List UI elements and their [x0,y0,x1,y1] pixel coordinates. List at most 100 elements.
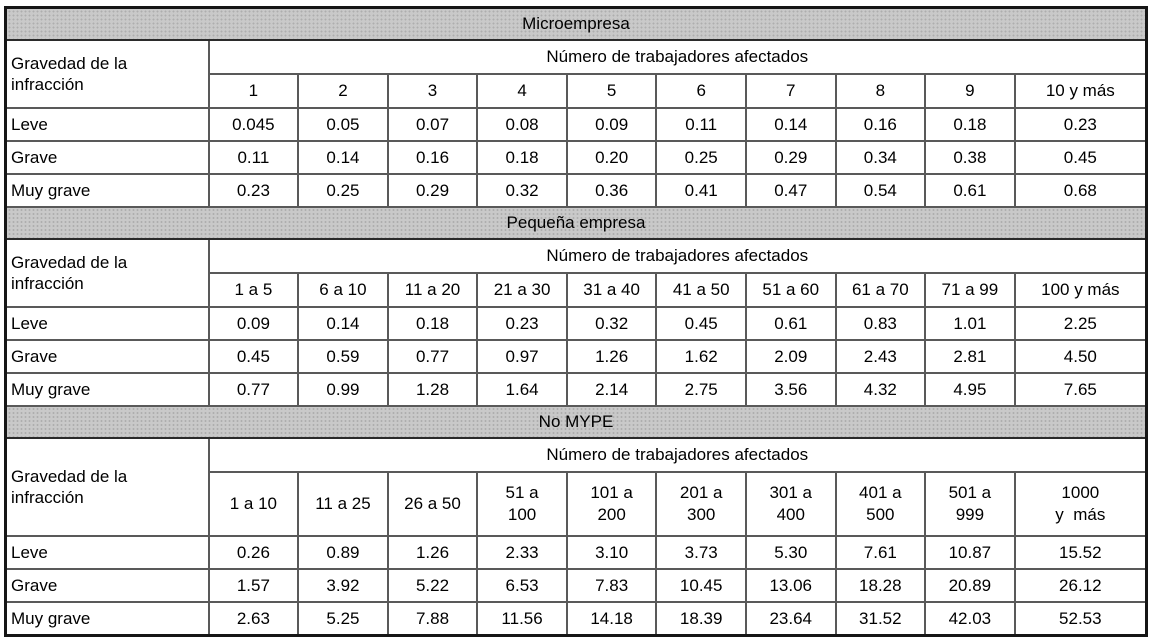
value-cell: 0.32 [476,173,568,208]
value-cell: 0.68 [1013,173,1148,208]
col-header: 2 [297,73,389,109]
value-cell: 1.28 [386,372,479,407]
section-title-row: Pequeña empresa [4,206,1148,240]
value-cell: 14.18 [565,601,658,637]
col-header: 51 a 60 [744,272,837,308]
value-cell: 0.34 [834,140,927,175]
group-header-row: Gravedad de la infracción Número de traba… [4,39,1148,109]
value-cell: 3.10 [565,535,658,570]
value-cell: 2.09 [744,339,837,374]
section-1: Pequeña empresa Gravedad de la infracción… [4,206,1148,407]
row-label: Muy grave [4,372,210,407]
document-page: Microempresa Gravedad de la infracción Núm… [4,6,1148,637]
value-cell: 2.63 [207,601,300,637]
value-cell: 2.14 [565,372,658,407]
value-cell: 26.12 [1013,568,1148,603]
value-cell: 2.75 [655,372,747,407]
col-header-row: 1 a 10 11 a 25 26 a 50 51 a 100 101 a 200 201… [6,471,1148,537]
value-cell: 4.95 [924,372,1016,407]
row-label: Muy grave [4,601,210,637]
value-cell: 0.14 [297,306,389,341]
value-cell: 0.61 [744,306,837,341]
row-label: Leve [4,306,210,341]
row-label: Grave [4,568,210,603]
data-row: Muy grave 0.77 0.99 1.28 1.64 2.14 2.75 3.56 4.3… [4,372,1148,407]
section-title-row: Microempresa [4,6,1148,41]
col-header: 5 [565,73,658,109]
value-cell: 0.45 [655,306,747,341]
value-cell: 0.61 [924,173,1016,208]
section-2: No MYPE Gravedad de la infracción Número d… [4,405,1148,637]
section-title: No MYPE [4,405,1148,439]
row-label-header: Gravedad de la infracción [4,437,210,537]
value-cell: 42.03 [924,601,1016,637]
col-header: 51 a 100 [476,471,568,537]
col-header: 21 a 30 [476,272,568,308]
value-cell: 0.54 [834,173,927,208]
value-cell: 0.45 [207,339,300,374]
value-cell: 7.88 [386,601,479,637]
col-header: 1 [207,73,300,109]
value-cell: 0.18 [386,306,479,341]
value-cell: 20.89 [924,568,1016,603]
value-cell: 0.59 [297,339,389,374]
value-cell: 2.25 [1013,306,1148,341]
col-header: 26 a 50 [386,471,479,537]
value-cell: 52.53 [1013,601,1148,637]
data-row: Grave 0.45 0.59 0.77 0.97 1.26 1.62 2.09 2.43 2.8… [4,339,1148,374]
value-cell: 3.56 [744,372,837,407]
value-cell: 3.92 [297,568,389,603]
col-header: 1 a 10 [207,471,300,537]
col-header: 10 y más [1013,73,1148,109]
col-group-header: Número de trabajadores afectados [207,437,1148,473]
value-cell: 1.26 [386,535,479,570]
value-cell: 0.89 [297,535,389,570]
data-row: Muy grave 0.23 0.25 0.29 0.32 0.36 0.41 0.47 0.5… [4,173,1148,208]
col-header: 301 a 400 [744,471,837,537]
value-cell: 7.65 [1013,372,1148,407]
col-header-row: 1 2 3 4 5 6 7 8 9 10 y más [6,73,1148,109]
value-cell: 0.41 [655,173,747,208]
row-label: Grave [4,339,210,374]
section-title: Microempresa [4,6,1148,41]
value-cell: 0.83 [834,306,927,341]
value-cell: 0.08 [476,107,568,142]
value-cell: 5.30 [744,535,837,570]
row-label: Leve [4,107,210,142]
value-cell: 0.09 [565,107,658,142]
data-row: Leve 0.045 0.05 0.07 0.08 0.09 0.11 0.14 0.16 0.1… [4,107,1148,142]
value-cell: 4.50 [1013,339,1148,374]
value-cell: 0.14 [297,140,389,175]
value-cell: 0.045 [207,107,300,142]
data-row: Grave 1.57 3.92 5.22 6.53 7.83 10.45 13.06 18.28… [4,568,1148,603]
value-cell: 4.32 [834,372,927,407]
section-title-row: No MYPE [4,405,1148,439]
value-cell: 1.01 [924,306,1016,341]
value-cell: 0.99 [297,372,389,407]
row-label: Grave [4,140,210,175]
col-header: 100 y más [1013,272,1148,308]
section-title: Pequeña empresa [4,206,1148,240]
row-label-header: Gravedad de la infracción [4,39,210,109]
row-label-header: Gravedad de la infracción [4,238,210,308]
value-cell: 0.23 [207,173,300,208]
value-cell: 0.32 [565,306,658,341]
value-cell: 0.45 [1013,140,1148,175]
value-cell: 7.83 [565,568,658,603]
value-cell: 0.16 [386,140,479,175]
value-cell: 0.26 [207,535,300,570]
value-cell: 7.61 [834,535,927,570]
value-cell: 10.45 [655,568,747,603]
value-cell: 0.77 [386,339,479,374]
value-cell: 5.25 [297,601,389,637]
value-cell: 0.11 [207,140,300,175]
value-cell: 2.81 [924,339,1016,374]
value-cell: 0.11 [655,107,747,142]
value-cell: 0.77 [207,372,300,407]
col-header: 9 [924,73,1016,109]
value-cell: 0.23 [476,306,568,341]
col-header: 11 a 20 [386,272,479,308]
value-cell: 0.25 [655,140,747,175]
value-cell: 0.07 [386,107,479,142]
